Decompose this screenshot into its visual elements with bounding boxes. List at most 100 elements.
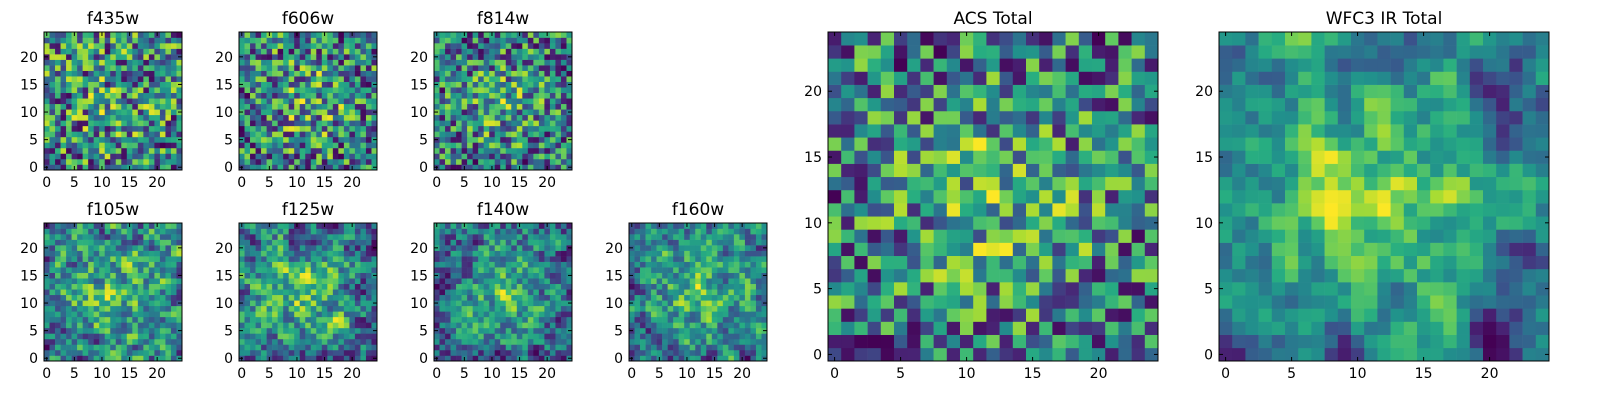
heatmap-cell [555, 142, 562, 149]
heatmap-cell [321, 294, 328, 301]
heatmap-cell [277, 59, 284, 66]
heatmap-cell [170, 136, 177, 143]
heatmap-cell [478, 311, 484, 318]
heatmap-cell [634, 294, 641, 301]
heatmap-cell [538, 228, 545, 235]
heatmap-cell [88, 316, 94, 323]
heatmap-cell [689, 305, 696, 312]
heatmap-cell [250, 322, 256, 329]
heatmap-cell [154, 283, 161, 290]
heatmap-cell [973, 347, 987, 362]
heatmap-cell [159, 32, 166, 38]
heatmap-cell [148, 164, 155, 171]
heatmap-cell [88, 120, 94, 127]
heatmap-cell [511, 131, 518, 138]
heatmap-cell [700, 300, 707, 307]
heatmap-cell [761, 344, 768, 351]
heatmap-cell [555, 54, 562, 60]
heatmap-cell [277, 305, 284, 312]
heatmap-cell [327, 76, 334, 82]
heatmap-cell [505, 153, 512, 160]
heatmap-cell [121, 338, 128, 345]
heatmap-cell [722, 267, 729, 273]
heatmap-cell [294, 147, 301, 154]
heatmap-cell [640, 256, 646, 262]
heatmap-cell [717, 245, 724, 251]
heatmap-cell [733, 305, 740, 312]
heatmap-cell [316, 125, 323, 132]
heatmap-cell [137, 283, 144, 290]
heatmap-cell [472, 267, 479, 273]
heatmap-cell [505, 131, 512, 138]
heatmap-cell [739, 294, 746, 301]
heatmap-cell [946, 308, 961, 322]
heatmap-cell [933, 150, 948, 164]
heatmap-cell [841, 216, 855, 230]
heatmap-cell [854, 189, 868, 204]
heatmap-cell [527, 239, 534, 246]
heatmap-cell [371, 261, 378, 268]
x-tick-label: 5 [265, 175, 274, 191]
heatmap-cell [255, 333, 262, 340]
heatmap-cell [684, 289, 691, 296]
heatmap-cell [148, 223, 155, 229]
heatmap-cell [678, 344, 685, 351]
heatmap-cell [255, 256, 262, 262]
heatmap-cell [1144, 295, 1159, 309]
heatmap-cell [93, 239, 100, 246]
heatmap-cell [933, 189, 948, 204]
heatmap-cell [467, 153, 473, 160]
heatmap-cell [121, 228, 128, 235]
heatmap-cell [450, 294, 457, 301]
heatmap-cell [439, 283, 446, 290]
heatmap-cell [678, 278, 685, 285]
heatmap-cell [327, 239, 334, 246]
heatmap-cell [489, 289, 496, 296]
heatmap-cell [159, 70, 166, 77]
heatmap-cell [533, 234, 540, 240]
heatmap-cell [472, 32, 479, 38]
heatmap-cell [739, 322, 746, 329]
heatmap-cell [467, 333, 473, 340]
heatmap-cell [165, 147, 172, 154]
heatmap-cell [365, 70, 372, 77]
heatmap-cell [121, 245, 128, 251]
heatmap-cell [305, 136, 312, 143]
heatmap-cell [522, 300, 529, 307]
heatmap-cell [126, 65, 133, 71]
heatmap-cell [66, 283, 72, 290]
heatmap-cell [478, 305, 484, 312]
heatmap-cell [522, 65, 529, 71]
heatmap-cell [360, 267, 367, 273]
heatmap-cell [244, 147, 251, 154]
heatmap-cell [689, 250, 696, 257]
heatmap-cell [327, 349, 334, 356]
heatmap-cell [755, 267, 762, 273]
heatmap-cell [656, 245, 663, 251]
heatmap-cell [673, 245, 679, 251]
heatmap-cell [920, 229, 934, 243]
heatmap-cell [165, 92, 172, 99]
heatmap-cell [244, 103, 251, 110]
heatmap-cell [277, 349, 284, 356]
heatmap-cell [651, 256, 657, 262]
heatmap-cell [93, 245, 100, 251]
heatmap-cell [500, 228, 507, 235]
heatmap-cell [349, 228, 356, 235]
heatmap-cell [294, 43, 301, 49]
heatmap-cell [360, 355, 367, 362]
heatmap-cell [165, 164, 172, 171]
heatmap-cell [494, 125, 501, 132]
heatmap-cell [60, 164, 67, 171]
heatmap-cell [266, 300, 273, 307]
heatmap-cell [1012, 203, 1027, 217]
heatmap-cell [343, 239, 350, 246]
heatmap-cell [456, 48, 462, 55]
heatmap-cell [343, 147, 350, 154]
axes-frame [238, 31, 378, 171]
heatmap-cell [277, 37, 284, 44]
heatmap-cell [148, 278, 155, 285]
heatmap-cell [283, 142, 289, 149]
heatmap-cell [946, 268, 961, 283]
heatmap-cell [973, 176, 987, 191]
